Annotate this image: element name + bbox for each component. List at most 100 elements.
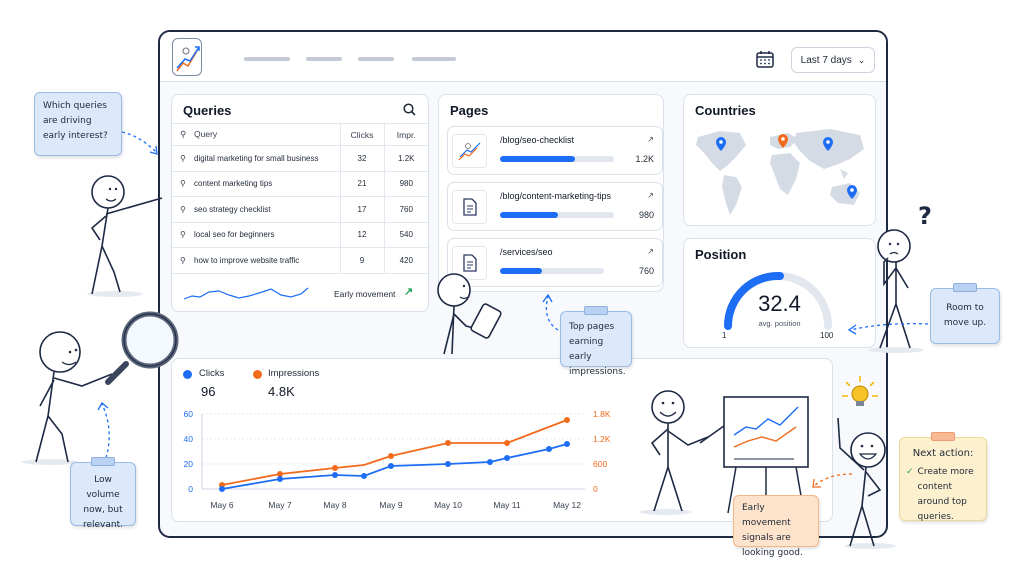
map-pin-icon (847, 185, 857, 199)
document-icon (452, 246, 487, 280)
search-icon: ⚲ (180, 255, 186, 265)
query-text: seo strategy checklist (194, 204, 271, 214)
page-item[interactable]: /blog/content-marketing-tips ↗ 980 (447, 182, 663, 231)
note-low-volume: Low volume now, but relevant. (70, 457, 136, 530)
column-impressions[interactable]: Impr. (383, 123, 428, 146)
svg-text:1.2K: 1.2K (593, 434, 611, 444)
date-range-label: Last 7 days (800, 54, 852, 66)
note-top-pages: Top pages earning early impressions. (560, 306, 632, 377)
query-text: content marketing tips (194, 179, 273, 189)
tape (931, 432, 955, 441)
svg-text:May 10: May 10 (434, 500, 462, 510)
column-query[interactable]: Query (194, 129, 218, 139)
queries-title: Queries (183, 103, 232, 118)
chevron-down-icon: ⌄ (857, 54, 866, 65)
page-url[interactable]: /blog/seo-checklist (500, 135, 575, 145)
svg-text:40: 40 (184, 434, 194, 444)
svg-text:May 12: May 12 (553, 500, 581, 510)
dashed-arrow-icon (542, 293, 559, 331)
clicks-value: 32 (339, 145, 384, 171)
svg-text:May 7: May 7 (268, 500, 291, 510)
external-link-icon[interactable]: ↗ (647, 135, 654, 144)
map-pin-icon (716, 137, 726, 151)
query-text: local seo for beginners (194, 230, 275, 240)
column-clicks[interactable]: Clicks (339, 123, 384, 146)
table-header: ⚲ Query Clicks Impr. (172, 123, 428, 146)
svg-text:600: 600 (593, 459, 607, 469)
tape (584, 306, 608, 315)
countries-card: Countries (683, 94, 876, 226)
position-gauge (724, 271, 832, 330)
queries-table: ⚲ Query Clicks Impr. ⚲ digital marketing f… (172, 123, 428, 274)
gauge-max: 100 (820, 331, 834, 340)
pointing-character-illustration (87, 175, 163, 297)
dashed-arrow-icon (97, 402, 110, 459)
svg-text:20: 20 (184, 459, 194, 469)
page-progress-bar (500, 156, 614, 162)
next-action-text: Create more content around top queries. (917, 467, 974, 522)
clicks-value: 9 (339, 247, 384, 274)
external-link-icon[interactable]: ↗ (647, 191, 654, 200)
document-icon (452, 190, 487, 224)
page-url[interactable]: /services/seo (500, 247, 553, 257)
impressions-value: 1.2K (383, 145, 428, 171)
page-url[interactable]: /blog/content-marketing-tips (500, 191, 612, 201)
clicks-value: 21 (339, 170, 384, 197)
table-row[interactable]: ⚲ digital marketing for small business 32 1… (172, 145, 428, 171)
calendar-icon[interactable] (756, 50, 774, 68)
svg-text:0: 0 (593, 484, 598, 494)
clicks-legend-dot (183, 370, 192, 379)
table-row[interactable]: ⚲ content marketing tips 21 980 (172, 170, 428, 197)
position-value: 32.4 (758, 291, 801, 316)
svg-text:60: 60 (184, 409, 194, 419)
impressions-value: 760 (383, 196, 428, 222)
growth-chart-icon (458, 142, 480, 161)
page-item[interactable]: /services/seo ↗ 760 (447, 238, 663, 287)
date-range-dropdown[interactable]: Last 7 days ⌄ (791, 47, 875, 73)
page-item[interactable]: /blog/seo-checklist ↗ 1.2K (447, 126, 663, 175)
note-early-signals: Early movement signals are looking good. (733, 495, 819, 558)
svg-text:0: 0 (188, 484, 193, 494)
position-card: Position 32.4 avg. position 1 100 (683, 238, 876, 348)
map-pin-icon (823, 137, 833, 151)
svg-text:May 6: May 6 (210, 500, 233, 510)
query-text: how to improve website traffic (194, 255, 300, 265)
sparkline (183, 287, 309, 300)
thinking-character-illustration (868, 229, 924, 353)
nav-placeholder-4[interactable] (412, 57, 456, 61)
impressions-total: 4.8K (268, 384, 295, 399)
search-icon[interactable] (403, 103, 416, 116)
tablet-character-illustration (437, 273, 502, 355)
table-row[interactable]: ⚲ local seo for beginners 12 540 (172, 221, 428, 248)
nav-placeholder-3[interactable] (358, 57, 394, 61)
pages-title: Pages (450, 103, 489, 118)
search-icon: ⚲ (180, 230, 186, 240)
tape (953, 283, 977, 292)
dashed-arrow-icon (812, 473, 853, 488)
nav-placeholder-1[interactable] (244, 57, 290, 61)
note-queries-question: Which queries are driving early interest… (34, 92, 122, 156)
map-pin-icon (778, 134, 788, 148)
trend-up-icon: ↗ (404, 286, 414, 298)
nav-placeholder-2[interactable] (306, 57, 342, 61)
app-logo[interactable] (172, 38, 202, 76)
idea-character-illustration (837, 376, 896, 549)
magnifier-character-illustration (22, 311, 179, 465)
world-map[interactable] (690, 125, 872, 221)
note-next-action: Next action: ✓ Create more content aroun… (899, 432, 987, 522)
search-icon: ⚲ (180, 153, 186, 163)
table-row[interactable]: ⚲ seo strategy checklist 17 760 (172, 196, 428, 222)
note-room-to-move-up: Room to move up. (930, 283, 1000, 344)
external-link-icon[interactable]: ↗ (647, 247, 654, 256)
table-row[interactable]: ⚲ how to improve website traffic 9 420 (172, 247, 428, 274)
dashed-arrow-icon (847, 322, 929, 335)
impressions-legend-label[interactable]: Impressions (268, 368, 320, 379)
question-mark-icon: ? (918, 202, 932, 230)
page-value: 1.2K (635, 154, 654, 164)
svg-text:1.8K: 1.8K (593, 409, 611, 419)
clicks-total: 96 (201, 384, 216, 399)
page-progress-bar (500, 268, 604, 274)
query-text: digital marketing for small business (194, 153, 319, 163)
clicks-legend-label[interactable]: Clicks (199, 368, 225, 379)
impressions-legend-dot (253, 370, 262, 379)
